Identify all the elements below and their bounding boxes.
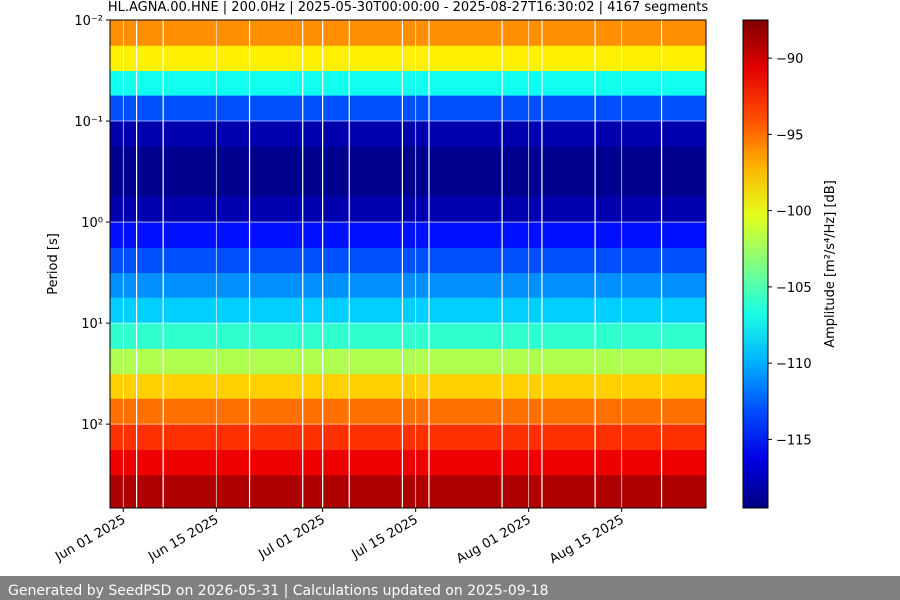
colorbar-tick-label: −90 (776, 52, 803, 67)
y-tick-label: 10² (81, 418, 103, 433)
colorbar (742, 19, 769, 509)
colorbar-tick-label: −100 (776, 205, 812, 220)
y-tick-label: 10⁰ (81, 216, 103, 231)
spectrogram-band (110, 449, 706, 476)
spectrogram-band (110, 71, 706, 97)
spectrogram-band (110, 95, 706, 122)
spectrogram-band (110, 20, 706, 47)
colorbar-tick-label: −105 (776, 281, 812, 296)
colorbar-tick-label: −110 (776, 357, 812, 372)
y-tick-label: 10⁻¹ (74, 115, 103, 130)
spectrogram-band (110, 398, 706, 425)
footer-text: Generated by SeedPSD on 2026-05-31 | Cal… (8, 583, 549, 599)
colorbar-tick-label: −115 (776, 433, 812, 448)
x-tick-label: Jun 01 2025 (52, 512, 128, 565)
colorbar-tick-label: −95 (776, 128, 803, 143)
spectrogram-band (110, 424, 706, 451)
spectrogram-band (110, 45, 706, 72)
spectrogram-band (110, 297, 706, 324)
spectrogram-band (110, 146, 706, 173)
x-tick-label: Jun 15 2025 (145, 512, 221, 565)
colorbar-label: Amplitude [m²/s⁴/Hz] [dB] (823, 180, 838, 348)
spectrogram-band (110, 121, 706, 148)
spectrogram-band (110, 196, 706, 223)
y-tick-label: 10¹ (81, 317, 103, 332)
x-tick-label: Jul 15 2025 (349, 512, 421, 562)
spectrogram-band (110, 374, 706, 400)
chart-title: HL.AGNA.00.HNE | 200.0Hz | 2025-05-30T00… (108, 0, 708, 15)
x-tick-label: Aug 01 2025 (454, 512, 534, 567)
spectrogram-band (110, 475, 706, 509)
spectrogram-band (110, 273, 706, 299)
spectrogram-band (110, 247, 706, 274)
spectrogram-band (110, 222, 706, 249)
y-tick-label: 10⁻² (74, 14, 103, 29)
spectrogram-band (110, 323, 706, 350)
x-tick-label: Aug 15 2025 (547, 512, 627, 567)
y-axis-label: Period [s] (46, 233, 61, 295)
plot-frame (109, 19, 707, 509)
footer-bar (0, 576, 900, 600)
spectrogram-band (110, 348, 706, 375)
x-tick-label: Jul 01 2025 (256, 512, 328, 562)
spectrogram-band (110, 172, 706, 198)
